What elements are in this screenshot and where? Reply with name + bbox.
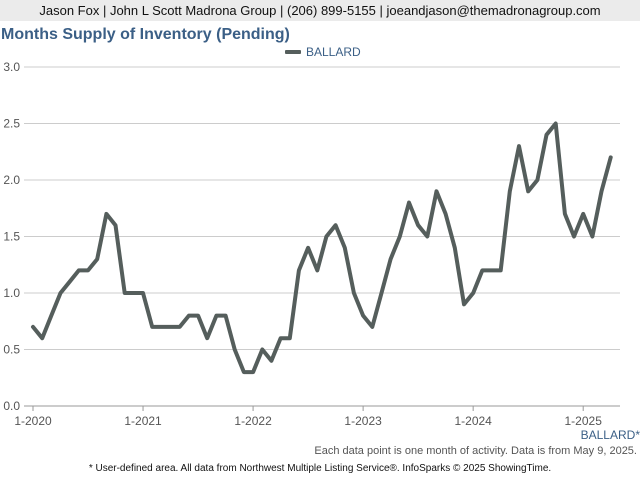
y-tick-label: 2.0 xyxy=(3,173,20,187)
x-tick-labels: 1-2020 1-2021 1-2022 1-2023 1-2024 1-2025 xyxy=(14,414,602,428)
grid-lines xyxy=(24,66,620,350)
chart-title: Months Supply of Inventory (Pending) xyxy=(1,26,290,43)
y-tick-label: 1.0 xyxy=(3,286,20,300)
x-tick-label: 1-2020 xyxy=(14,414,52,428)
y-tick-labels: 0.0 0.5 1.0 1.5 2.0 2.5 3.0 xyxy=(3,60,20,413)
x-tick-label: 1-2022 xyxy=(234,414,272,428)
legend-label: BALLARD xyxy=(306,45,361,59)
x-tick-label: 1-2023 xyxy=(344,414,382,428)
footer-disclaimer: * User-defined area. All data from North… xyxy=(88,463,552,474)
series-line-ballard xyxy=(31,121,613,375)
y-tick-label: 2.5 xyxy=(3,117,20,131)
area-label: BALLARD* xyxy=(580,428,640,442)
x-tick-label: 1-2025 xyxy=(565,414,603,428)
data-note: Each data point is one month of activity… xyxy=(314,445,637,457)
y-tick-label: 0.0 xyxy=(3,399,20,413)
y-tick-label: 3.0 xyxy=(3,60,20,74)
x-tick-label: 1-2024 xyxy=(454,414,492,428)
series-layer xyxy=(31,121,613,375)
legend: BALLARD xyxy=(285,45,361,59)
x-tick-label: 1-2021 xyxy=(124,414,162,428)
y-tick-label: 1.5 xyxy=(3,230,20,244)
contact-header: Jason Fox | John L Scott Madrona Group |… xyxy=(0,0,640,21)
y-tick-label: 0.5 xyxy=(3,343,20,357)
axes xyxy=(24,405,620,411)
legend-swatch xyxy=(285,50,301,54)
contact-text: Jason Fox | John L Scott Madrona Group |… xyxy=(39,3,601,18)
